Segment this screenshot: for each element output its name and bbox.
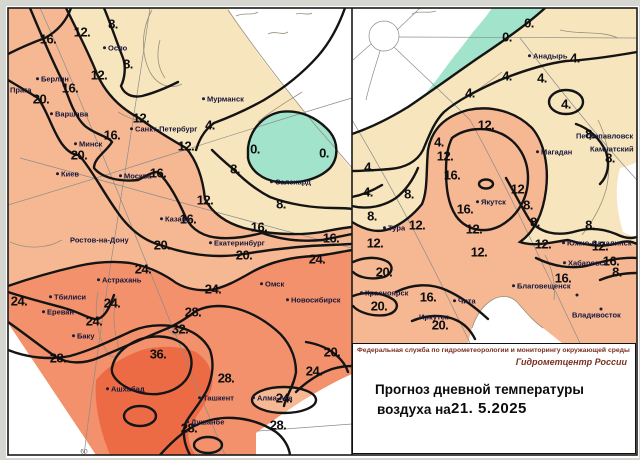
isotherm-closed-max (122, 404, 158, 428)
isotherm-36 (110, 335, 193, 396)
isotherm-0 (352, 8, 547, 136)
isotherm-8 (352, 166, 420, 209)
hydrometcentre-line: Гидрометцентр России (515, 357, 627, 367)
isotherm-12 (64, 8, 352, 236)
isotherm-12 (352, 107, 637, 247)
map-outer-frame (7, 7, 638, 456)
forecast-date: 21. 5.2025 (451, 400, 527, 417)
isotherm-24 (8, 248, 352, 292)
right-polar-sector (352, 8, 492, 133)
isotherm-16 (394, 284, 490, 321)
isotherm-4 (352, 183, 384, 199)
isotherm-20-closed (477, 178, 495, 190)
isotherm-4 (194, 8, 347, 152)
isotherm-8 (598, 271, 637, 282)
legend-box: Федеральная служба по гидрометеорологии … (352, 343, 636, 454)
isotherm-20 (352, 291, 398, 317)
right-okhotsk-sea (468, 296, 562, 343)
agency-line: Федеральная служба по гидрометеорологии … (357, 347, 630, 354)
isotherm-24 (8, 290, 116, 321)
isotherm-16 (28, 8, 352, 242)
right-pacific-sea (616, 162, 637, 238)
isotherm-8 (102, 8, 180, 98)
right-isotherms (352, 8, 637, 341)
isotherm-28-closed (192, 435, 224, 455)
left-graticule (8, 8, 352, 455)
left-isotherms (8, 8, 352, 455)
isotherm-8 (574, 122, 610, 186)
isotherm-20 (352, 256, 393, 280)
isotherm-16 (8, 8, 73, 56)
isotherm-24-closed (250, 385, 318, 415)
isotherm-16 (444, 127, 530, 232)
map-title-line2: воздуха на (377, 402, 451, 417)
isotherm-8 (210, 148, 352, 211)
isotherm-20 (410, 314, 477, 341)
map-title-line1: Прогноз дневной температуры (375, 382, 584, 397)
isotherm-28 (158, 416, 292, 455)
isotherm-8 (504, 176, 637, 240)
isotherm-16 (534, 256, 637, 269)
isotherm-20 (8, 78, 352, 258)
isotherm-28 (8, 304, 298, 408)
isotherm-4-closed (547, 88, 585, 116)
isotherm-32 (8, 324, 214, 455)
isotherm-4 (352, 50, 637, 173)
left-below-zero-area (248, 111, 337, 183)
isotherm-24 (294, 364, 352, 394)
isotherm-0 (246, 110, 338, 184)
right-graticule (352, 8, 637, 343)
